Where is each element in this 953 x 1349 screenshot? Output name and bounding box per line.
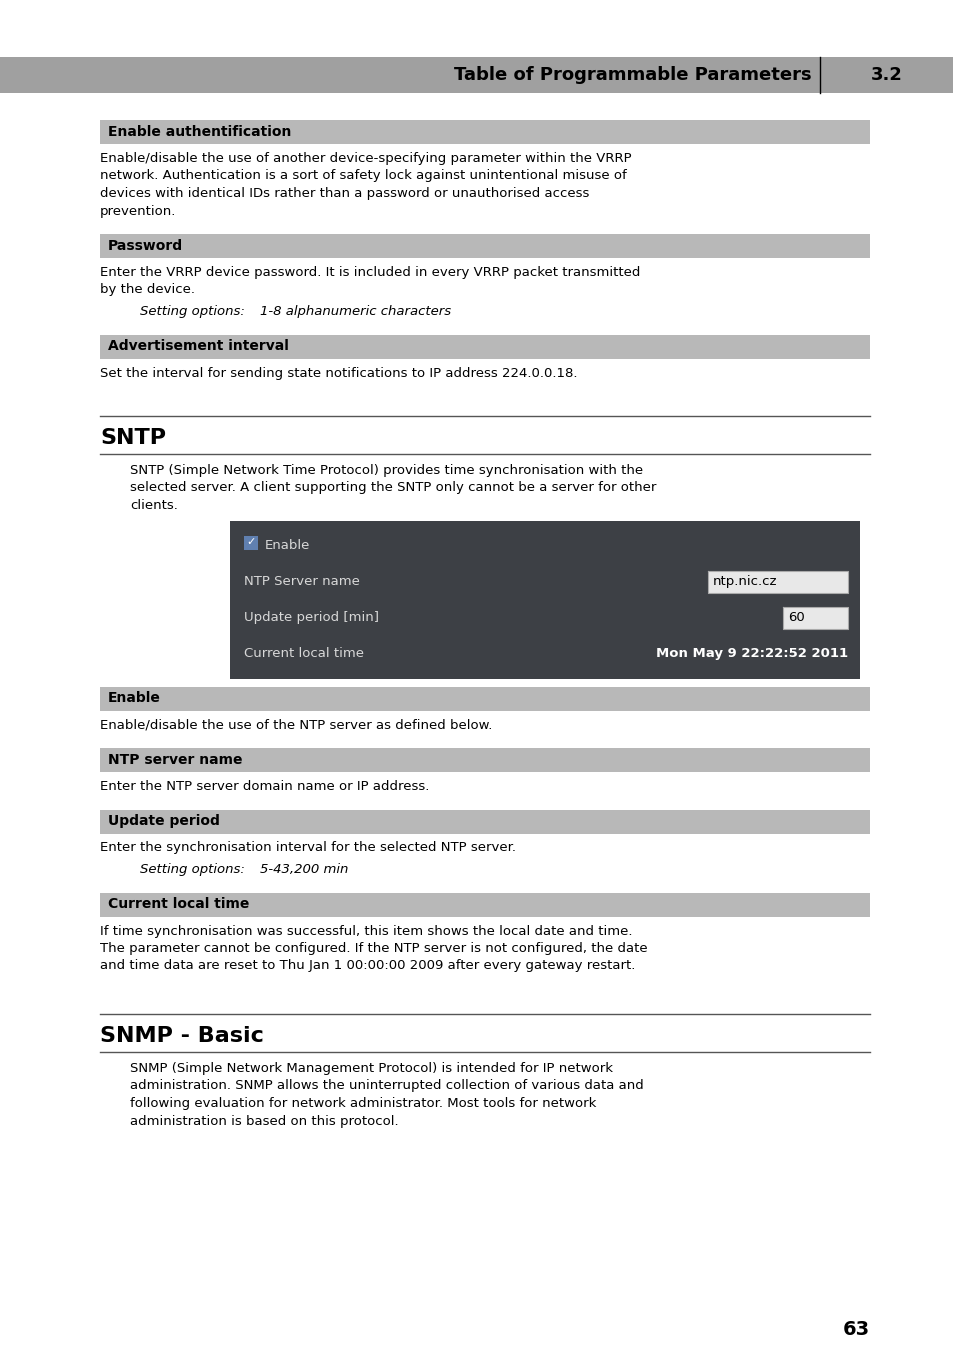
Text: If time synchronisation was successful, this item shows the local date and time.: If time synchronisation was successful, …: [100, 924, 632, 938]
Text: ✓: ✓: [246, 537, 255, 548]
Text: following evaluation for network administrator. Most tools for network: following evaluation for network adminis…: [130, 1097, 596, 1110]
Text: Enable: Enable: [108, 692, 161, 706]
Text: NTP server name: NTP server name: [108, 753, 242, 768]
Bar: [230, 521, 859, 679]
Text: Enter the synchronisation interval for the selected NTP server.: Enter the synchronisation interval for t…: [100, 842, 516, 854]
Bar: [782, 607, 847, 629]
Text: Current local time: Current local time: [244, 648, 364, 660]
Bar: [100, 687, 869, 711]
Text: Enable/disable the use of the NTP server as defined below.: Enable/disable the use of the NTP server…: [100, 719, 492, 731]
Bar: [100, 120, 869, 144]
Bar: [707, 571, 847, 592]
Text: SNMP (Simple Network Management Protocol) is intended for IP network: SNMP (Simple Network Management Protocol…: [130, 1062, 613, 1075]
Text: devices with identical IDs rather than a password or unauthorised access: devices with identical IDs rather than a…: [100, 188, 589, 200]
Text: Set the interval for sending state notifications to IP address 224.0.0.18.: Set the interval for sending state notif…: [100, 367, 577, 379]
Text: 1-8 alphanumeric characters: 1-8 alphanumeric characters: [260, 305, 451, 318]
Text: 5-43,200 min: 5-43,200 min: [260, 863, 348, 876]
Text: 3.2: 3.2: [870, 66, 902, 84]
Bar: [100, 233, 869, 258]
Text: The parameter cannot be configured. If the NTP server is not configured, the dat: The parameter cannot be configured. If t…: [100, 942, 647, 955]
Text: Password: Password: [108, 239, 183, 254]
Text: 60: 60: [787, 611, 804, 625]
Text: SNTP (Simple Network Time Protocol) provides time synchronisation with the: SNTP (Simple Network Time Protocol) prov…: [130, 464, 642, 478]
Text: and time data are reset to Thu Jan 1 00:00:00 2009 after every gateway restart.: and time data are reset to Thu Jan 1 00:…: [100, 959, 635, 973]
Text: Mon May 9 22:22:52 2011: Mon May 9 22:22:52 2011: [655, 648, 847, 660]
Text: SNMP - Basic: SNMP - Basic: [100, 1027, 264, 1045]
Text: Enable authentification: Enable authentification: [108, 125, 291, 139]
Text: ntp.nic.cz: ntp.nic.cz: [712, 575, 777, 588]
Text: Current local time: Current local time: [108, 897, 249, 912]
Text: clients.: clients.: [130, 499, 177, 513]
Text: Advertisement interval: Advertisement interval: [108, 340, 289, 353]
Bar: [100, 809, 869, 834]
Text: Setting options:: Setting options:: [140, 305, 245, 318]
Text: network. Authentication is a sort of safety lock against unintentional misuse of: network. Authentication is a sort of saf…: [100, 170, 626, 182]
Text: Table of Programmable Parameters: Table of Programmable Parameters: [454, 66, 811, 84]
Text: selected server. A client supporting the SNTP only cannot be a server for other: selected server. A client supporting the…: [130, 482, 656, 495]
Text: SNTP: SNTP: [100, 428, 166, 448]
Text: NTP Server name: NTP Server name: [244, 575, 359, 588]
Bar: [244, 536, 257, 549]
Bar: [100, 335, 869, 359]
Text: prevention.: prevention.: [100, 205, 176, 217]
Text: Enable/disable the use of another device-specifying parameter within the VRRP: Enable/disable the use of another device…: [100, 152, 631, 165]
Text: Update period: Update period: [108, 815, 219, 828]
Text: administration is based on this protocol.: administration is based on this protocol…: [130, 1114, 398, 1128]
Text: administration. SNMP allows the uninterrupted collection of various data and: administration. SNMP allows the uninterr…: [130, 1079, 643, 1093]
Text: Enable: Enable: [265, 540, 310, 552]
Text: Update period [min]: Update period [min]: [244, 611, 378, 625]
Text: by the device.: by the device.: [100, 283, 194, 297]
Text: 63: 63: [842, 1321, 869, 1340]
Bar: [100, 893, 869, 916]
Bar: [100, 747, 869, 772]
Text: Enter the VRRP device password. It is included in every VRRP packet transmitted: Enter the VRRP device password. It is in…: [100, 266, 639, 279]
Bar: [0, 57, 953, 93]
Text: Enter the NTP server domain name or IP address.: Enter the NTP server domain name or IP a…: [100, 780, 429, 793]
Text: Setting options:: Setting options:: [140, 863, 245, 876]
